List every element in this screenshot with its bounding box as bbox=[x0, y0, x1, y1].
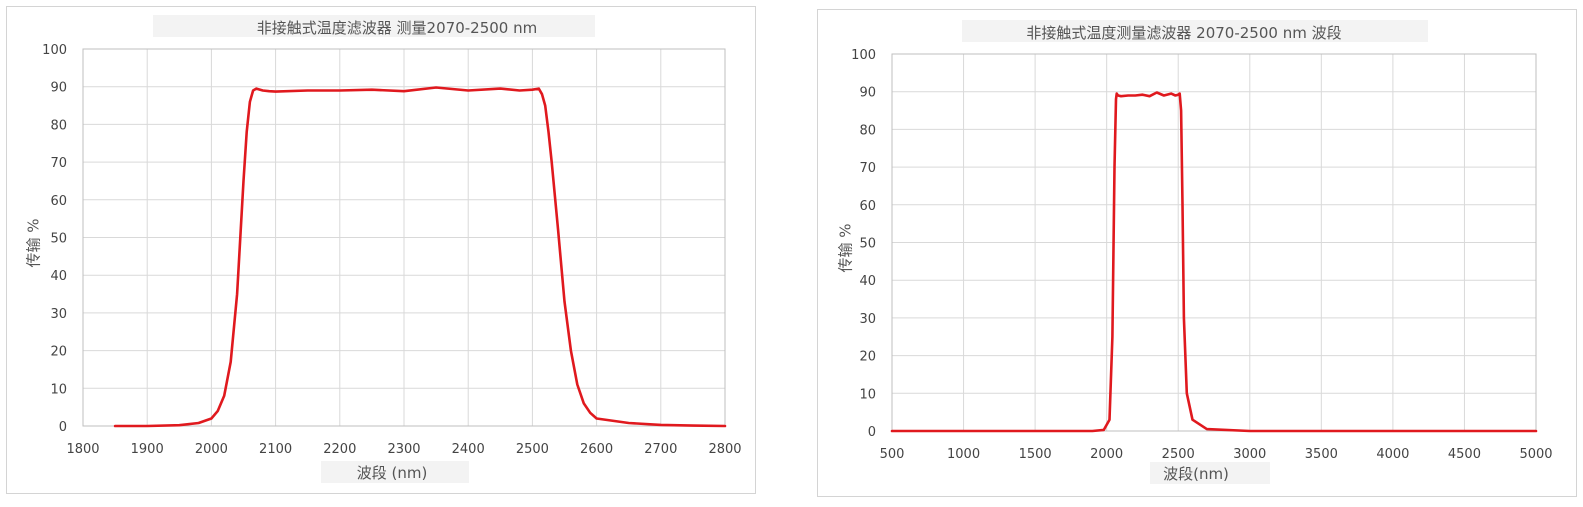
x-tick-label: 2700 bbox=[644, 442, 677, 457]
chart-panel-left: 非接触式温度滤波器 测量2070-2500 nm 1800 1900 2000 210… bbox=[6, 6, 756, 494]
x-tick-label: 5000 bbox=[1519, 447, 1552, 462]
series-line bbox=[890, 91, 1538, 433]
y-axis-label: 传输 % bbox=[24, 218, 43, 268]
x-tick-label: 2500 bbox=[516, 442, 549, 457]
x-tick-label: 2400 bbox=[452, 442, 485, 457]
y-tick-label: 20 bbox=[859, 350, 876, 365]
x-tick-label: 2100 bbox=[259, 442, 292, 457]
chart-panel-right: 非接触式温度测量滤波器 2070-2500 nm 波段 500 1000 1500 2… bbox=[817, 9, 1577, 497]
y-tick-label: 90 bbox=[859, 86, 876, 101]
line-chart-left: 1800 1900 2000 2100 2200 2300 2400 2500 2600 2700… bbox=[42, 43, 741, 457]
series-line bbox=[113, 86, 727, 428]
chart-title-background bbox=[153, 15, 595, 37]
y-tick-label: 0 bbox=[868, 425, 876, 440]
x-tick-label: 3500 bbox=[1305, 447, 1338, 462]
y-tick-label: 60 bbox=[859, 199, 876, 214]
x-tick-label: 2000 bbox=[195, 442, 228, 457]
y-tick-label: 70 bbox=[50, 156, 67, 171]
x-tick-label: 1800 bbox=[66, 442, 99, 457]
y-tick-label: 100 bbox=[42, 43, 67, 58]
chart-title-background bbox=[962, 20, 1428, 42]
y-tick-label: 40 bbox=[50, 269, 67, 284]
y-tick-label: 100 bbox=[851, 48, 876, 63]
y-tick-label: 10 bbox=[859, 387, 876, 402]
y-tick-label: 90 bbox=[50, 81, 67, 96]
x-tick-label: 1500 bbox=[1019, 447, 1052, 462]
chart-title: 非接触式温度滤波器 测量2070-2500 nm bbox=[256, 19, 538, 37]
x-tick-label: 1900 bbox=[131, 442, 164, 457]
plot-border bbox=[891, 53, 1537, 432]
y-tick-label: 60 bbox=[50, 194, 67, 209]
y-tick-label: 30 bbox=[859, 312, 876, 327]
x-axis-label: 波段(nm) bbox=[1163, 465, 1229, 483]
x-tick-label: 2300 bbox=[387, 442, 420, 457]
x-tick-label: 1000 bbox=[947, 447, 980, 462]
y-tick-label: 20 bbox=[50, 345, 67, 360]
y-tick-label: 40 bbox=[859, 274, 876, 289]
chart-title: 非接触式温度测量滤波器 2070-2500 nm 波段 bbox=[1026, 24, 1342, 42]
y-tick-label: 0 bbox=[59, 420, 67, 435]
x-tick-label: 2800 bbox=[708, 442, 741, 457]
y-tick-label: 50 bbox=[859, 237, 876, 252]
x-tick-label: 500 bbox=[880, 447, 905, 462]
line-chart-right: 500 1000 1500 2000 2500 3000 3500 4000 4500 5000 0… bbox=[851, 48, 1552, 462]
x-axis-label-background bbox=[321, 461, 469, 483]
y-tick-label: 50 bbox=[50, 232, 67, 247]
x-tick-label: 4000 bbox=[1376, 447, 1409, 462]
y-tick-label: 80 bbox=[50, 118, 67, 133]
y-axis-label: 传输 % bbox=[836, 223, 855, 273]
x-tick-label: 2600 bbox=[580, 442, 613, 457]
plot-border bbox=[82, 48, 726, 427]
x-tick-label: 2000 bbox=[1090, 447, 1123, 462]
x-tick-label: 3000 bbox=[1233, 447, 1266, 462]
x-axis-label: 波段 (nm) bbox=[356, 464, 428, 482]
x-tick-label: 2500 bbox=[1162, 447, 1195, 462]
y-tick-label: 70 bbox=[859, 161, 876, 176]
y-tick-label: 80 bbox=[859, 123, 876, 138]
y-tick-label: 10 bbox=[50, 382, 67, 397]
x-axis-label-background bbox=[1150, 462, 1270, 484]
y-tick-label: 30 bbox=[50, 307, 67, 322]
x-tick-label: 4500 bbox=[1448, 447, 1481, 462]
x-tick-label: 2200 bbox=[323, 442, 356, 457]
